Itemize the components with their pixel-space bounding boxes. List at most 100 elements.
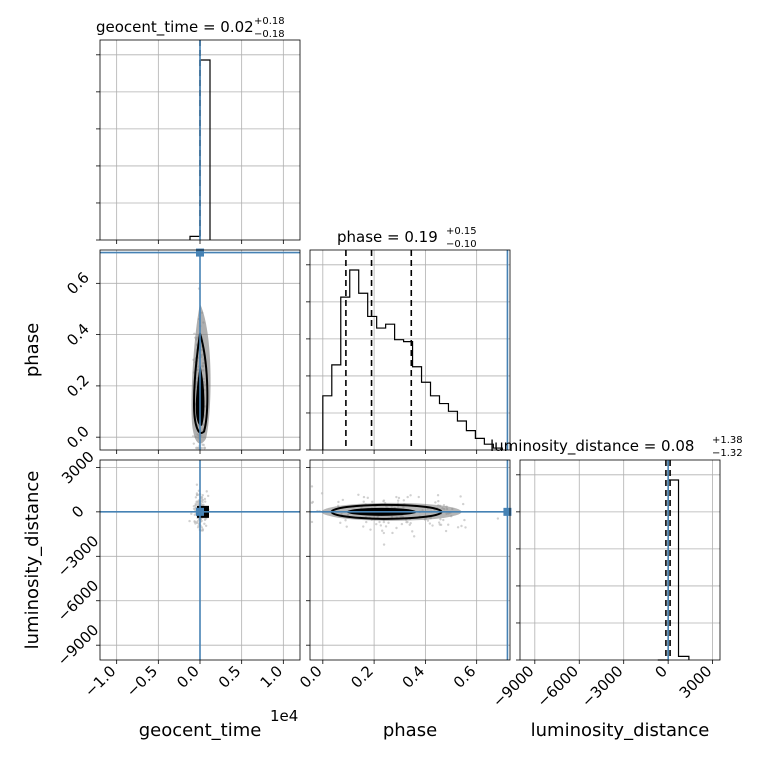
x-tick-label: 0.4	[399, 662, 429, 692]
contour-line	[192, 333, 209, 434]
scatter-point	[190, 512, 193, 515]
scatter-point	[202, 503, 205, 506]
title-phase: phase = 0.19	[337, 228, 438, 246]
scatter-point	[195, 521, 198, 524]
scatter-point	[460, 524, 463, 528]
scatter-point	[459, 495, 462, 498]
scatter-point	[200, 526, 204, 529]
title-luminosity-distance-sup: +1.38	[712, 435, 743, 446]
scatter-point	[426, 519, 430, 522]
x-tick-label: −0.5	[123, 662, 161, 700]
y-tick-label: 0.0	[63, 422, 93, 452]
scatter-point	[397, 496, 401, 500]
scatter-point	[405, 520, 408, 524]
scatter-point	[192, 504, 196, 508]
scatter-point	[337, 500, 340, 504]
xlabel-geocent-time: geocent_time	[139, 720, 262, 741]
scatter-point	[310, 520, 314, 524]
scatter-point	[408, 523, 411, 526]
scatter-point	[442, 518, 445, 522]
scatter-point	[362, 495, 366, 499]
histogram-phase	[322, 269, 503, 450]
title-geocent-time: geocent_time = 0.02	[96, 18, 254, 37]
x-tick-label: 0.0	[296, 662, 326, 692]
y-tick-label: −3000	[54, 532, 103, 581]
grid-layer	[100, 40, 720, 660]
scatter-point	[382, 520, 386, 524]
scatter-point	[366, 496, 369, 500]
scatter-point	[409, 494, 412, 497]
scatter-point	[205, 490, 208, 493]
x-tick-label: −3000	[578, 662, 627, 711]
title-geocent-time-sub: −0.18	[254, 29, 285, 40]
scatter-point	[310, 485, 314, 488]
scatter-point	[196, 526, 200, 529]
scatter-point	[188, 519, 191, 523]
scatter-point	[412, 535, 416, 538]
scatter-point	[345, 525, 348, 528]
scatter-point	[434, 501, 437, 504]
scatter-point	[439, 518, 442, 521]
title-phase-sup: +0.15	[446, 226, 477, 237]
scatter-point	[378, 520, 381, 524]
xlabel-phase: phase	[383, 720, 437, 741]
scatter-point	[203, 497, 207, 501]
scatter-point	[437, 521, 441, 524]
scatter-point	[204, 517, 207, 520]
scatter-point	[204, 524, 208, 527]
scatter-point	[195, 483, 199, 486]
x-tick-label: −1.0	[81, 662, 119, 700]
ylabel-luminosity-distance: luminosity_distance	[22, 471, 43, 650]
scatter-point	[194, 496, 198, 499]
scatter-point	[463, 518, 466, 522]
scatter-point	[428, 522, 432, 525]
scatter-point	[193, 332, 196, 336]
scatter-point	[395, 495, 398, 499]
scatter-point	[395, 526, 398, 530]
scatter-point	[200, 495, 203, 499]
y-tick-label: −6000	[54, 576, 103, 625]
scatter-point	[402, 499, 406, 502]
xlabel-luminosity-distance: luminosity_distance	[531, 720, 710, 741]
scatter-point	[396, 499, 400, 502]
y-tick-label: 3000	[58, 448, 98, 488]
scatter-point	[365, 520, 368, 524]
scatter-point	[464, 526, 467, 529]
scatter-point	[382, 531, 386, 535]
offset-text: 1e4	[270, 707, 298, 725]
scatter-point	[371, 500, 374, 504]
scatter-point	[379, 524, 383, 527]
scatter-point	[436, 494, 440, 497]
scatter-point	[387, 521, 390, 525]
ticks-layer: 0.00.20.40.6−1.0 −0.5 0.0 0.5 1.0−9000−6000−…	[54, 54, 715, 711]
scatter-point	[447, 523, 450, 526]
scatter-point	[496, 517, 500, 520]
ylabel-phase: phase	[22, 323, 43, 377]
scatter-point	[192, 442, 196, 445]
y-tick-label: 0.2	[63, 371, 93, 401]
scatter-point	[201, 500, 204, 504]
truth-marker	[503, 507, 512, 516]
scatter-point	[444, 529, 448, 533]
scatter-point	[382, 543, 386, 546]
x-tick-label: 0.5	[215, 662, 245, 692]
panel-frame	[309, 459, 511, 661]
y-tick-label: 0	[68, 502, 87, 521]
scatter-point	[438, 523, 442, 526]
scatter-point	[384, 525, 388, 528]
scatter-point	[341, 498, 345, 502]
truth-marker	[196, 507, 204, 516]
scatter-point	[362, 525, 365, 528]
scatter-point	[400, 522, 404, 526]
scatter-point	[369, 528, 372, 531]
scatter-point	[203, 500, 207, 503]
x-tick-label: 0.2	[347, 662, 377, 692]
scatter-point	[339, 521, 342, 525]
content-layer	[100, 40, 690, 661]
scatter-point	[461, 502, 465, 506]
scatter-point	[456, 526, 460, 529]
scatter-point	[195, 493, 199, 497]
x-tick-label: −9000	[489, 662, 538, 711]
title-phase-sub: −0.10	[446, 239, 477, 250]
